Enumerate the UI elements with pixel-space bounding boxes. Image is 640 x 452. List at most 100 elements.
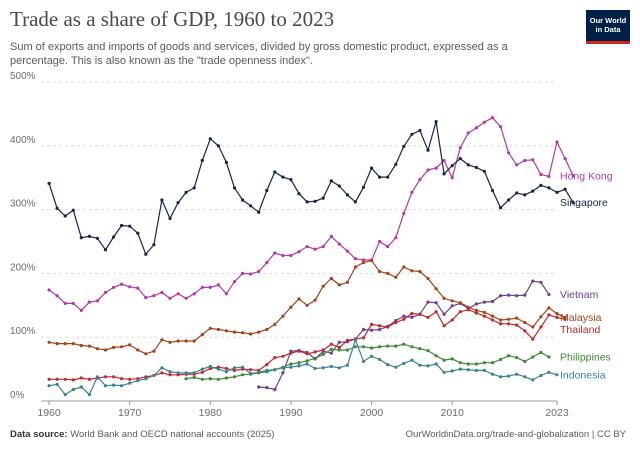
data-point[interactable] xyxy=(136,286,140,290)
series-line[interactable] xyxy=(49,260,566,355)
data-point[interactable] xyxy=(192,371,196,375)
data-point[interactable] xyxy=(329,347,333,351)
data-point[interactable] xyxy=(63,393,67,397)
data-point[interactable] xyxy=(79,343,83,348)
data-point[interactable] xyxy=(426,168,430,172)
data-point[interactable] xyxy=(265,386,269,390)
data-point[interactable] xyxy=(144,352,148,356)
data-point[interactable] xyxy=(531,325,535,329)
data-point[interactable] xyxy=(184,339,188,343)
data-point[interactable] xyxy=(184,296,188,300)
data-point[interactable] xyxy=(361,336,366,340)
data-point[interactable] xyxy=(232,366,237,370)
data-point[interactable] xyxy=(241,271,245,275)
data-point[interactable] xyxy=(281,354,285,358)
data-point[interactable] xyxy=(378,175,382,179)
data-point[interactable] xyxy=(337,283,341,287)
data-point[interactable] xyxy=(434,354,438,358)
data-point[interactable] xyxy=(345,193,349,197)
data-point[interactable] xyxy=(466,305,470,309)
data-point[interactable] xyxy=(47,181,51,185)
data-point[interactable] xyxy=(402,361,406,365)
data-point[interactable] xyxy=(55,206,59,210)
data-point[interactable] xyxy=(112,345,116,349)
data-point[interactable] xyxy=(394,344,398,348)
series-thailand[interactable] xyxy=(47,308,567,382)
data-point[interactable] xyxy=(232,330,237,334)
data-point[interactable] xyxy=(490,318,495,322)
data-point[interactable] xyxy=(47,384,51,388)
data-point[interactable] xyxy=(490,372,495,376)
data-point[interactable] xyxy=(410,358,414,362)
series-line[interactable] xyxy=(48,117,574,311)
data-point[interactable] xyxy=(434,287,438,291)
data-point[interactable] xyxy=(507,374,511,378)
data-point[interactable] xyxy=(442,370,446,374)
data-point[interactable] xyxy=(249,372,253,376)
data-point[interactable] xyxy=(353,338,357,342)
data-point[interactable] xyxy=(361,261,366,265)
data-point[interactable] xyxy=(345,249,349,253)
series-vietnam[interactable] xyxy=(257,279,551,392)
data-point[interactable] xyxy=(370,354,374,358)
data-point[interactable] xyxy=(168,340,172,344)
data-point[interactable] xyxy=(168,370,172,374)
data-point[interactable] xyxy=(410,315,414,319)
data-point[interactable] xyxy=(63,301,67,305)
data-point[interactable] xyxy=(297,192,301,196)
data-point[interactable] xyxy=(499,206,503,210)
data-point[interactable] xyxy=(289,305,293,309)
data-point[interactable] xyxy=(426,349,430,353)
data-point[interactable] xyxy=(103,290,108,295)
data-point[interactable] xyxy=(47,340,51,344)
data-point[interactable] xyxy=(474,165,478,170)
data-point[interactable] xyxy=(305,200,309,204)
data-point[interactable] xyxy=(402,317,406,321)
data-point[interactable] xyxy=(168,216,172,221)
data-point[interactable] xyxy=(273,387,277,392)
data-point[interactable] xyxy=(547,292,551,297)
data-point[interactable] xyxy=(224,366,228,371)
data-point[interactable] xyxy=(136,231,140,235)
data-point[interactable] xyxy=(257,210,261,214)
data-point[interactable] xyxy=(499,322,503,326)
data-point[interactable] xyxy=(523,158,527,163)
data-point[interactable] xyxy=(95,299,99,303)
data-point[interactable] xyxy=(386,175,390,179)
data-point[interactable] xyxy=(128,224,132,228)
data-point[interactable] xyxy=(499,318,503,322)
data-point[interactable] xyxy=(305,303,309,307)
data-point[interactable] xyxy=(370,328,374,332)
data-point[interactable] xyxy=(482,169,486,173)
data-point[interactable] xyxy=(563,157,567,161)
data-point[interactable] xyxy=(265,327,269,332)
data-point[interactable] xyxy=(224,370,228,374)
data-point[interactable] xyxy=(458,146,462,150)
data-point[interactable] xyxy=(474,311,478,315)
data-point[interactable] xyxy=(79,308,83,312)
data-point[interactable] xyxy=(531,355,535,359)
data-point[interactable] xyxy=(297,349,301,353)
data-point[interactable] xyxy=(305,352,309,356)
data-point[interactable] xyxy=(313,356,317,360)
data-point[interactable] xyxy=(458,301,462,305)
data-point[interactable] xyxy=(539,373,543,378)
data-point[interactable] xyxy=(442,324,446,328)
data-point[interactable] xyxy=(523,359,527,363)
data-point[interactable] xyxy=(321,348,325,352)
data-point[interactable] xyxy=(120,377,124,381)
data-point[interactable] xyxy=(442,158,446,163)
data-point[interactable] xyxy=(361,185,366,189)
data-point[interactable] xyxy=(313,199,317,203)
data-point[interactable] xyxy=(563,187,567,191)
data-point[interactable] xyxy=(474,362,478,366)
data-point[interactable] xyxy=(241,331,245,335)
data-point[interactable] xyxy=(531,189,535,193)
data-point[interactable] xyxy=(112,235,116,239)
data-point[interactable] xyxy=(281,314,285,318)
data-point[interactable] xyxy=(555,315,559,319)
data-point[interactable] xyxy=(289,351,293,355)
data-point[interactable] xyxy=(321,245,325,249)
data-point[interactable] xyxy=(208,285,212,289)
data-point[interactable] xyxy=(370,259,374,263)
